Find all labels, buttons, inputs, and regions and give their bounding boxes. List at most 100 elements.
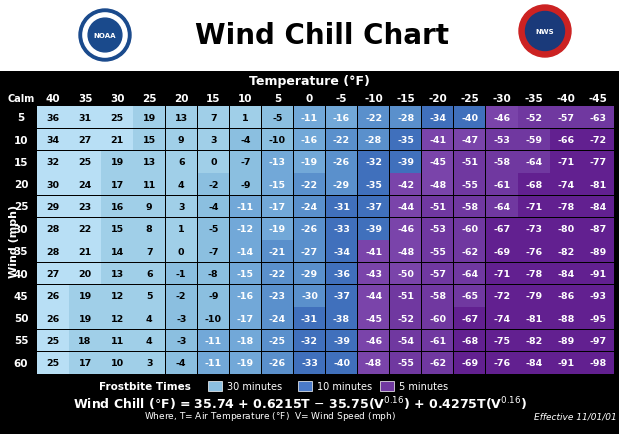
Text: -29: -29 xyxy=(333,180,350,189)
Bar xyxy=(102,107,133,129)
Bar xyxy=(197,107,229,129)
Text: -91: -91 xyxy=(589,270,607,278)
Bar xyxy=(422,241,454,263)
Bar xyxy=(102,151,133,173)
Bar xyxy=(102,263,133,285)
Bar xyxy=(262,107,293,129)
Bar xyxy=(550,129,582,151)
Bar xyxy=(102,174,133,196)
Text: Frostbite Times: Frostbite Times xyxy=(99,381,191,391)
Text: 36: 36 xyxy=(46,113,59,122)
Bar xyxy=(230,218,261,240)
Text: -10: -10 xyxy=(269,136,286,145)
Text: -16: -16 xyxy=(301,136,318,145)
Text: -5: -5 xyxy=(272,113,283,122)
Text: -82: -82 xyxy=(557,247,574,256)
Bar xyxy=(518,174,550,196)
Bar xyxy=(134,129,165,151)
Text: -4: -4 xyxy=(208,203,219,211)
Bar xyxy=(390,218,422,240)
Bar xyxy=(358,308,389,329)
Bar xyxy=(486,263,517,285)
Bar xyxy=(358,218,389,240)
Bar xyxy=(422,151,454,173)
Text: -60: -60 xyxy=(461,225,478,234)
Circle shape xyxy=(526,13,565,51)
Bar xyxy=(326,263,357,285)
Text: 5: 5 xyxy=(17,113,25,123)
Bar xyxy=(37,196,69,218)
Text: -78: -78 xyxy=(526,270,542,278)
Bar xyxy=(134,308,165,329)
Bar xyxy=(230,174,261,196)
Bar xyxy=(197,151,229,173)
Text: 60: 60 xyxy=(14,358,28,368)
Bar xyxy=(165,285,197,307)
Text: 3: 3 xyxy=(178,203,184,211)
Text: 1: 1 xyxy=(242,113,249,122)
Text: -7: -7 xyxy=(208,247,219,256)
Text: 5: 5 xyxy=(274,93,281,103)
Text: -35: -35 xyxy=(524,93,543,103)
Bar xyxy=(102,308,133,329)
Bar xyxy=(102,129,133,151)
Bar xyxy=(454,263,485,285)
Text: -58: -58 xyxy=(429,292,446,301)
Text: -22: -22 xyxy=(333,136,350,145)
Text: 10: 10 xyxy=(111,358,124,368)
Text: 24: 24 xyxy=(79,180,92,189)
Bar xyxy=(69,196,101,218)
Bar xyxy=(422,308,454,329)
Text: 18: 18 xyxy=(79,336,92,345)
Text: -4: -4 xyxy=(176,358,186,368)
Bar xyxy=(358,107,389,129)
Bar xyxy=(37,308,69,329)
Text: 19: 19 xyxy=(142,113,156,122)
Text: -82: -82 xyxy=(526,336,542,345)
Text: 19: 19 xyxy=(79,292,92,301)
Text: -76: -76 xyxy=(526,247,542,256)
Text: -23: -23 xyxy=(269,292,286,301)
Bar xyxy=(197,241,229,263)
Bar xyxy=(69,107,101,129)
Bar xyxy=(69,218,101,240)
Bar xyxy=(454,285,485,307)
Bar xyxy=(197,196,229,218)
Bar xyxy=(37,218,69,240)
Text: 25: 25 xyxy=(111,113,124,122)
Text: -32: -32 xyxy=(301,336,318,345)
Bar xyxy=(298,381,312,391)
Text: 21: 21 xyxy=(111,136,124,145)
Text: 30: 30 xyxy=(46,180,59,189)
Bar xyxy=(380,381,394,391)
Text: -69: -69 xyxy=(493,247,511,256)
Bar xyxy=(486,330,517,352)
Text: -26: -26 xyxy=(333,158,350,167)
Bar xyxy=(230,107,261,129)
Text: -15: -15 xyxy=(269,180,286,189)
Text: 13: 13 xyxy=(175,113,188,122)
Bar xyxy=(294,151,325,173)
Bar xyxy=(69,263,101,285)
Bar xyxy=(197,308,229,329)
Text: -29: -29 xyxy=(301,270,318,278)
Bar xyxy=(230,330,261,352)
Bar xyxy=(486,308,517,329)
Bar xyxy=(518,241,550,263)
Bar xyxy=(358,174,389,196)
Bar xyxy=(454,174,485,196)
Bar xyxy=(165,330,197,352)
Text: 9: 9 xyxy=(146,203,152,211)
Bar xyxy=(518,263,550,285)
Bar xyxy=(422,330,454,352)
Text: -1: -1 xyxy=(176,270,186,278)
Bar xyxy=(454,218,485,240)
Bar xyxy=(0,0,619,72)
Bar xyxy=(37,330,69,352)
Text: -57: -57 xyxy=(429,270,446,278)
Bar xyxy=(69,308,101,329)
Text: -48: -48 xyxy=(429,180,446,189)
Bar xyxy=(197,330,229,352)
Bar xyxy=(37,174,69,196)
Bar xyxy=(165,263,197,285)
